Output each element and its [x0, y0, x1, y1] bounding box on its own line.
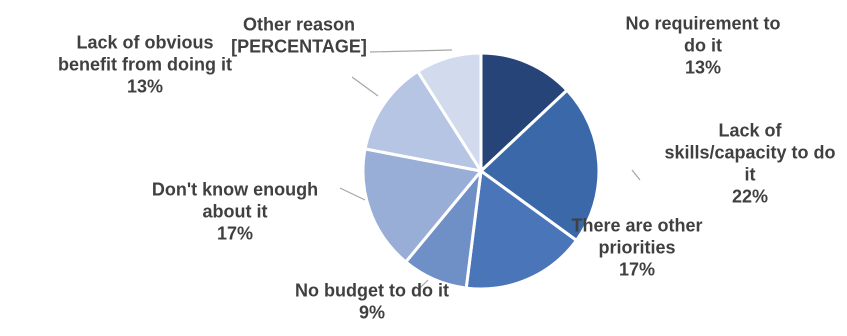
leader-line-6: [369, 49, 453, 53]
data-label-line: do it: [684, 35, 722, 55]
data-label-line: Lack of obvious: [76, 32, 213, 52]
leader-lines: [339, 49, 641, 291]
data-label-5: Lack of obvious benefit from doing it 13%: [58, 32, 232, 96]
data-label-line: benefit from doing it: [58, 54, 232, 74]
data-label-line: 13%: [127, 76, 163, 96]
leader-line-3: [417, 279, 429, 291]
data-label-line: 17%: [217, 223, 253, 243]
pie-slice-5: [363, 69, 483, 173]
pie-slice-2: [464, 169, 578, 291]
data-label-line: it: [745, 164, 756, 184]
data-label-line: Other reason: [243, 14, 355, 34]
pie-slices: [361, 51, 601, 291]
data-label-line: 22%: [732, 186, 768, 206]
data-label-line: There are other: [571, 215, 702, 235]
data-label-6: Other reason [PERCENTAGE]: [231, 14, 367, 56]
data-label-line: 13%: [685, 57, 721, 77]
leader-line-1: [631, 169, 641, 181]
data-label-line: [PERCENTAGE]: [231, 36, 367, 56]
data-label-1: Lack of skills/capacity to do it 22%: [664, 120, 835, 206]
data-label-line: 9%: [359, 302, 385, 322]
pie-slice-6: [416, 51, 483, 173]
pie-slice-4: [361, 147, 483, 264]
pie-slice-1: [479, 88, 601, 242]
data-label-0: No requirement to do it 13%: [625, 13, 780, 77]
data-label-line: about it: [203, 201, 268, 221]
data-label-line: Lack of: [718, 120, 782, 140]
data-label-line: 17%: [619, 259, 655, 279]
data-label-4: Don't know enough about it 17%: [152, 179, 318, 243]
data-labels: No requirement to do it 13%Lack of skills/c…: [58, 13, 836, 322]
data-label-3: No budget to do it 9%: [295, 280, 449, 322]
pie-slice-0: [479, 51, 569, 173]
leader-line-5: [351, 76, 379, 97]
data-label-line: No budget to do it: [295, 280, 449, 300]
data-label-line: priorities: [598, 237, 675, 257]
data-label-line: Don't know enough: [152, 179, 318, 199]
data-label-2: There are other priorities 17%: [571, 215, 702, 279]
data-label-line: skills/capacity to do: [664, 142, 835, 162]
data-label-line: No requirement to: [625, 13, 780, 33]
leader-line-4: [339, 187, 366, 201]
